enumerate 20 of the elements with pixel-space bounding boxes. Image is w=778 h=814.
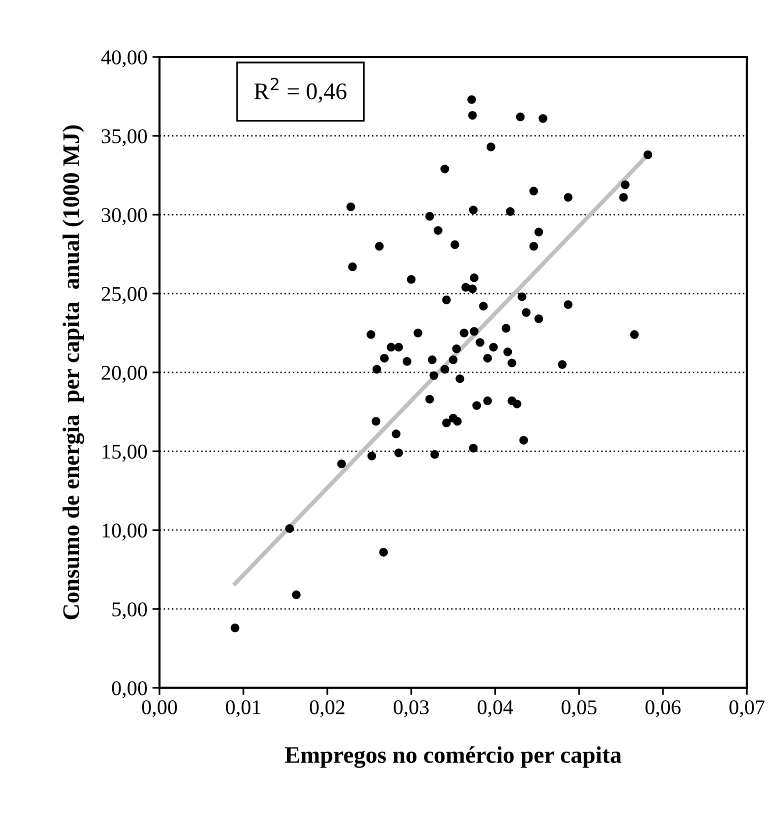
- x-tick-label: 0,07: [729, 700, 765, 718]
- y-tick-label: 30,00: [102, 208, 147, 226]
- y-tick-label: 25,00: [102, 286, 147, 304]
- x-axis-title: Empregos no comércio per capita: [285, 746, 622, 768]
- x-tick-label: 0,04: [478, 700, 514, 718]
- y-tick-label: 20,00: [102, 366, 147, 383]
- x-tick-label: 0,00: [142, 700, 177, 718]
- x-tick-label: 0,01: [226, 700, 260, 718]
- y-tick-label: 35,00: [102, 129, 147, 146]
- y-tick-label: 15,00: [102, 444, 147, 462]
- x-tick-label: 0,06: [646, 700, 681, 718]
- y-tick-label: 5,00: [112, 602, 147, 620]
- x-tick-label: 0,05: [562, 700, 596, 718]
- annotation: R$^{2}$ = 0,46: [254, 78, 346, 103]
- y-tick-label: 40,00: [101, 50, 147, 68]
- y-tick-label: 0,00: [112, 681, 147, 698]
- x-tick-label: 0,02: [310, 700, 344, 718]
- x-tick-label: 0,03: [394, 700, 429, 718]
- y-axis-title: Consumo de energia per capita anual (1000 MJ): [62, 125, 84, 620]
- y-tick-label: 10,00: [102, 523, 147, 541]
